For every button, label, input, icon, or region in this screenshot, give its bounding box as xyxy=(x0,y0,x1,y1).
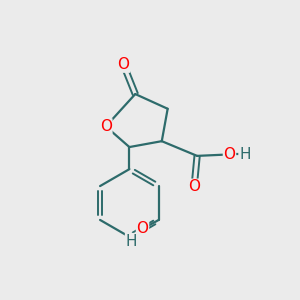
Text: H: H xyxy=(239,147,250,162)
Text: O: O xyxy=(118,57,130,72)
Text: H: H xyxy=(126,234,137,249)
Text: O: O xyxy=(224,147,236,162)
Text: O: O xyxy=(100,119,112,134)
Text: O: O xyxy=(188,179,200,194)
Text: O: O xyxy=(136,221,148,236)
